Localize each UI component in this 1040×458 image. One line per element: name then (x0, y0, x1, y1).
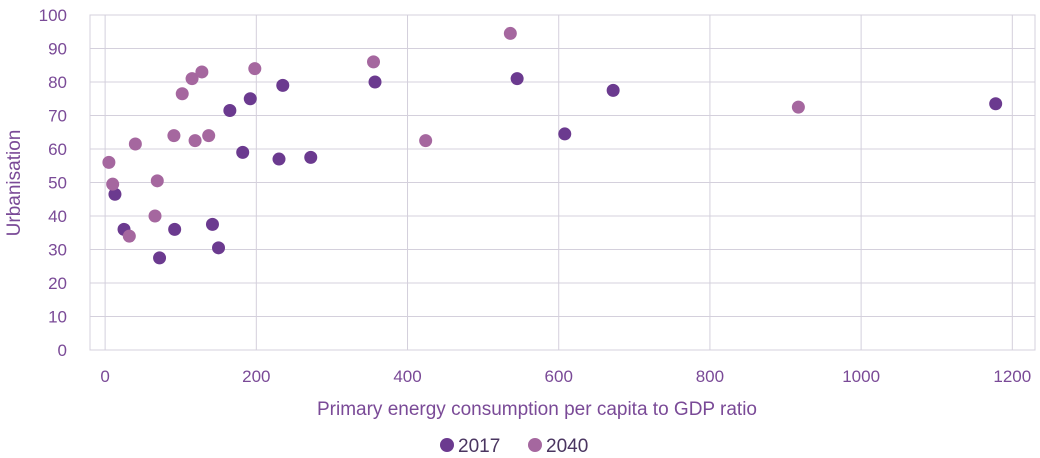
y-tick-label: 0 (58, 341, 67, 360)
y-tick-label: 40 (48, 207, 67, 226)
y-tick-label: 10 (48, 308, 67, 327)
x-tick-label: 400 (393, 367, 421, 386)
data-point-2040 (150, 174, 164, 188)
grid-lines (89, 14, 1036, 351)
x-tick-label: 800 (696, 367, 724, 386)
x-tick-label: 600 (545, 367, 573, 386)
data-point-2040 (128, 137, 142, 151)
y-tick-label: 20 (48, 274, 67, 293)
data-point-2017 (276, 78, 290, 92)
data-point-2017 (243, 92, 257, 106)
data-point-2017 (236, 145, 250, 159)
data-point-2017 (368, 75, 382, 89)
data-point-2017 (510, 72, 524, 86)
data-point-2017 (272, 152, 286, 166)
data-point-2040 (367, 55, 380, 69)
data-point-2040 (185, 72, 199, 86)
data-point-2040 (188, 134, 202, 148)
data-point-2040 (248, 62, 262, 76)
x-tick-label: 0 (100, 367, 109, 386)
data-point-2040 (106, 177, 120, 191)
data-point-2017 (223, 103, 237, 117)
data-point-2017 (304, 150, 318, 164)
x-tick-label: 1000 (842, 367, 880, 386)
y-axis-title: Urbanisation (4, 130, 25, 237)
legend-marker (528, 438, 542, 452)
x-axis-title: Primary energy consumption per capita to… (317, 399, 757, 420)
data-point-2040 (503, 26, 517, 40)
data-point-2017 (606, 83, 620, 97)
data-point-2040 (167, 129, 181, 143)
data-point-2017 (153, 251, 167, 265)
legend-item-2040: 2040 (528, 436, 588, 457)
data-point-2017 (205, 217, 219, 231)
data-point-2017 (108, 187, 122, 201)
data-point-2040 (419, 134, 433, 148)
data-point-2017 (168, 222, 182, 236)
data-point-2017 (558, 127, 572, 141)
data-points (102, 26, 1003, 265)
legend-item-2017: 2017 (440, 436, 500, 457)
y-tick-label: 50 (48, 174, 67, 193)
y-tick-label: 90 (48, 40, 67, 59)
data-point-2017 (212, 241, 226, 255)
y-axis-ticks: 0 10 20 30 40 50 60 70 80 90 100 (39, 6, 67, 360)
y-tick-label: 60 (48, 140, 67, 159)
x-axis-ticks: 0 200 400 600 800 1000 1200 (100, 367, 1031, 386)
data-point-2040 (175, 87, 189, 101)
legend-label: 2017 (458, 436, 500, 457)
data-point-2040 (791, 100, 805, 114)
data-point-2040 (195, 65, 209, 79)
x-tick-label: 1200 (993, 367, 1031, 386)
legend-label: 2040 (546, 436, 588, 457)
y-tick-label: 30 (48, 241, 67, 260)
y-tick-label: 100 (39, 6, 67, 25)
y-tick-label: 80 (48, 73, 67, 92)
legend: 2017 2040 (440, 436, 588, 457)
data-point-2040 (202, 129, 216, 143)
data-point-2040 (102, 155, 116, 169)
data-point-2017 (989, 97, 1003, 111)
data-point-2040 (148, 209, 162, 223)
y-tick-label: 70 (48, 107, 67, 126)
data-point-2040 (122, 229, 136, 243)
x-tick-label: 200 (242, 367, 270, 386)
legend-marker (440, 438, 454, 452)
